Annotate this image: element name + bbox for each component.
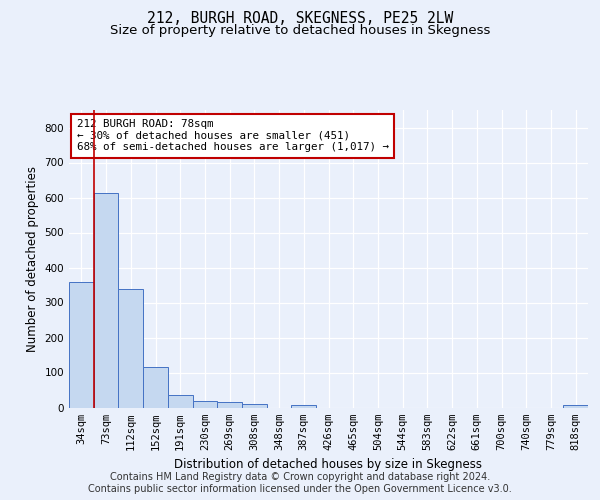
Bar <box>143 367 168 408</box>
Text: Size of property relative to detached houses in Skegness: Size of property relative to detached ho… <box>110 24 490 37</box>
Bar <box>168 395 193 407</box>
Bar <box>292 404 316 407</box>
Bar <box>217 402 242 407</box>
Text: Contains HM Land Registry data © Crown copyright and database right 2024.
Contai: Contains HM Land Registry data © Crown c… <box>88 472 512 494</box>
Bar <box>193 400 217 407</box>
Text: 212, BURGH ROAD, SKEGNESS, PE25 2LW: 212, BURGH ROAD, SKEGNESS, PE25 2LW <box>147 11 453 26</box>
Bar <box>563 404 588 407</box>
Bar <box>242 404 267 407</box>
Bar <box>94 194 118 408</box>
Bar <box>69 282 94 408</box>
X-axis label: Distribution of detached houses by size in Skegness: Distribution of detached houses by size … <box>175 458 482 471</box>
Text: 212 BURGH ROAD: 78sqm
← 30% of detached houses are smaller (451)
68% of semi-det: 212 BURGH ROAD: 78sqm ← 30% of detached … <box>77 119 389 152</box>
Y-axis label: Number of detached properties: Number of detached properties <box>26 166 39 352</box>
Bar <box>118 289 143 408</box>
